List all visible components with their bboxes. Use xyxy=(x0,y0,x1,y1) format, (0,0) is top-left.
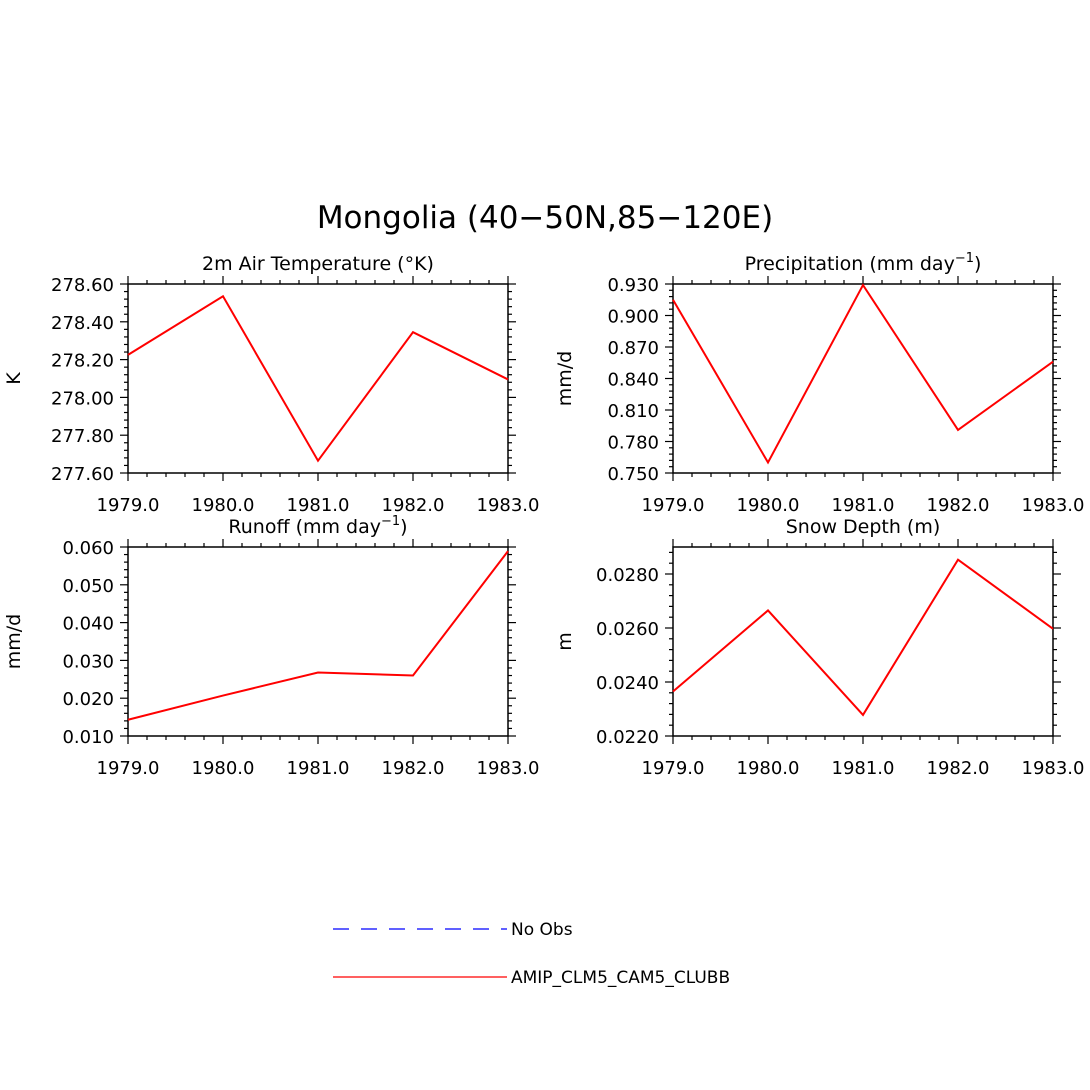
y-tick-label: 278.20 xyxy=(51,351,114,372)
panel-title: 2m Air Temperature (°K) xyxy=(202,253,434,275)
y-axis-label: mm/d xyxy=(554,351,576,406)
y-tick-label: 0.810 xyxy=(607,401,659,422)
y-tick-label: 278.60 xyxy=(51,275,114,296)
panel-title: Snow Depth (m) xyxy=(786,516,941,538)
legend: No Obs AMIP_CLM5_CAM5_CLUBB xyxy=(333,920,730,988)
x-tick-label: 1980.0 xyxy=(192,495,255,516)
y-tick-label: 0.780 xyxy=(607,433,659,454)
y-tick-label: 0.0220 xyxy=(596,727,659,748)
x-tick-label: 1979.0 xyxy=(642,495,705,516)
y-tick-label: 0.010 xyxy=(62,727,114,748)
x-tick-label: 1983.0 xyxy=(477,758,540,779)
plot-frame xyxy=(127,546,509,737)
y-tick-label: 0.0240 xyxy=(596,673,659,694)
x-tick-label: 1979.0 xyxy=(97,495,160,516)
plot-frame xyxy=(127,283,509,474)
x-tick-label: 1983.0 xyxy=(477,495,540,516)
legend-label: No Obs xyxy=(511,920,573,940)
y-axis-label: m xyxy=(554,632,576,651)
x-tick-label: 1983.0 xyxy=(1022,495,1085,516)
x-tick-label: 1979.0 xyxy=(97,758,160,779)
y-tick-label: 0.040 xyxy=(62,614,114,635)
y-tick-label: 0.030 xyxy=(62,651,114,672)
x-tick-label: 1982.0 xyxy=(382,495,445,516)
y-tick-label: 0.930 xyxy=(607,275,659,296)
y-tick-label: 0.870 xyxy=(607,338,659,359)
x-tick-label: 1981.0 xyxy=(287,758,350,779)
y-tick-label: 0.900 xyxy=(607,307,659,328)
plot-frame xyxy=(672,546,1054,737)
x-tick-label: 1981.0 xyxy=(832,495,895,516)
x-tick-label: 1981.0 xyxy=(832,758,895,779)
legend-label: AMIP_CLM5_CAM5_CLUBB xyxy=(511,968,730,988)
plot-frame xyxy=(672,283,1054,474)
series-line xyxy=(672,558,1054,717)
panel-3: 1979.0 1980.0 1981.0 1982.0 1983.0 0.010 0.020… xyxy=(3,514,539,779)
y-tick-label: 0.840 xyxy=(607,370,659,391)
y-tick-label: 0.0280 xyxy=(596,565,659,586)
x-tick-label: 1982.0 xyxy=(927,495,990,516)
y-tick-label: 278.00 xyxy=(51,388,114,409)
x-tick-label: 1979.0 xyxy=(642,758,705,779)
panel-1: 1979.0 1980.0 1981.0 1982.0 1983.0 277.60 277.… xyxy=(3,253,539,516)
x-tick-label: 1980.0 xyxy=(192,758,255,779)
y-tick-label: 0.050 xyxy=(62,576,114,597)
series-line xyxy=(127,294,509,463)
series-line xyxy=(127,550,509,721)
panels: 1979.0 1980.0 1981.0 1982.0 1983.0 277.60 277.… xyxy=(3,251,1084,779)
series-line xyxy=(672,283,1054,465)
y-tick-label: 277.60 xyxy=(51,464,114,485)
x-tick-label: 1982.0 xyxy=(927,758,990,779)
panel-4: 1979.0 1980.0 1981.0 1982.0 1983.0 0.0220 0.02… xyxy=(554,516,1084,779)
figure-title: Mongolia (40−50N,85−120E) xyxy=(317,200,773,236)
x-tick-label: 1980.0 xyxy=(737,495,800,516)
y-tick-label: 0.750 xyxy=(607,464,659,485)
y-tick-label: 278.40 xyxy=(51,313,114,334)
x-tick-label: 1982.0 xyxy=(382,758,445,779)
y-tick-label: 0.020 xyxy=(62,689,114,710)
y-tick-label: 277.80 xyxy=(51,426,114,447)
panel-title: Runoff (mm day−1) xyxy=(228,514,407,538)
y-axis-label: K xyxy=(3,372,25,385)
x-tick-label: 1983.0 xyxy=(1022,758,1085,779)
y-tick-label: 0.0260 xyxy=(596,619,659,640)
panel-2: 1979.0 1980.0 1981.0 1982.0 1983.0 0.750 0.780… xyxy=(554,251,1084,516)
y-axis-label: mm/d xyxy=(3,614,25,669)
x-tick-label: 1981.0 xyxy=(287,495,350,516)
x-tick-label: 1980.0 xyxy=(737,758,800,779)
panel-title: Precipitation (mm day−1) xyxy=(745,251,982,275)
y-tick-label: 0.060 xyxy=(62,538,114,559)
